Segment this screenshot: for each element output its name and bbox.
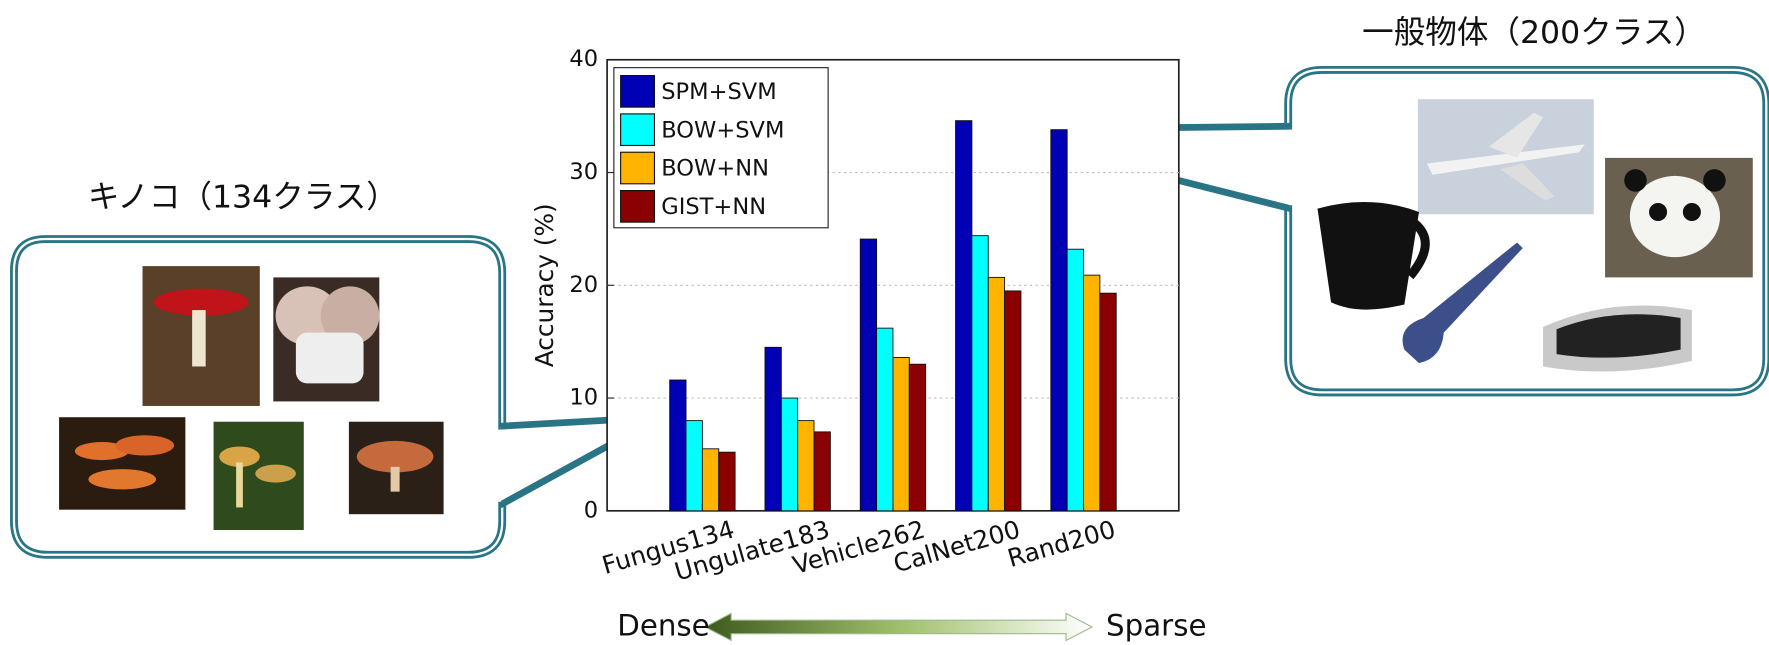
y-tick-label: 10 [569,385,598,411]
bar [719,452,735,511]
bar [702,449,718,511]
bar [781,398,797,511]
sparse-label: Sparse [1106,608,1206,642]
y-axis-label: Accuracy (%) [530,203,559,367]
bar [1100,293,1116,511]
bar [988,277,1004,510]
legend-label: GIST+NN [661,194,766,220]
bar [670,380,686,511]
bar [1067,249,1083,511]
legend-label: SPM+SVM [661,79,776,105]
callout-label: キノコ（134クラス） [88,179,398,215]
bar [765,347,781,511]
y-tick-label: 40 [569,46,598,72]
y-tick-label: 20 [569,272,598,298]
bar [814,432,830,511]
bar [972,236,988,511]
bar [1084,275,1100,511]
bar [686,421,702,511]
x-tick-label: Rand200 [1004,515,1118,573]
density-arrow [705,613,1092,640]
bar [893,357,909,510]
legend-swatch [621,191,655,223]
page: 010203040Fungus134Ungulate183Vehicle262C… [0,0,1769,645]
bar [1051,130,1067,511]
callout-label: 一般物体（200クラス） [1362,15,1706,51]
bar [798,421,814,511]
y-tick-label: 0 [584,497,598,523]
legend-label: BOW+SVM [661,117,784,143]
legend-swatch [621,114,655,146]
bar [956,121,972,511]
legend-label: BOW+NN [661,156,769,182]
bar [877,328,893,511]
dense-label: Dense [617,608,709,642]
bar [860,239,876,511]
left-callout [14,239,660,555]
bar [909,364,925,511]
legend-swatch [621,152,655,184]
legend-swatch [621,76,655,108]
bar [1005,291,1021,511]
y-tick-label: 30 [569,159,598,185]
